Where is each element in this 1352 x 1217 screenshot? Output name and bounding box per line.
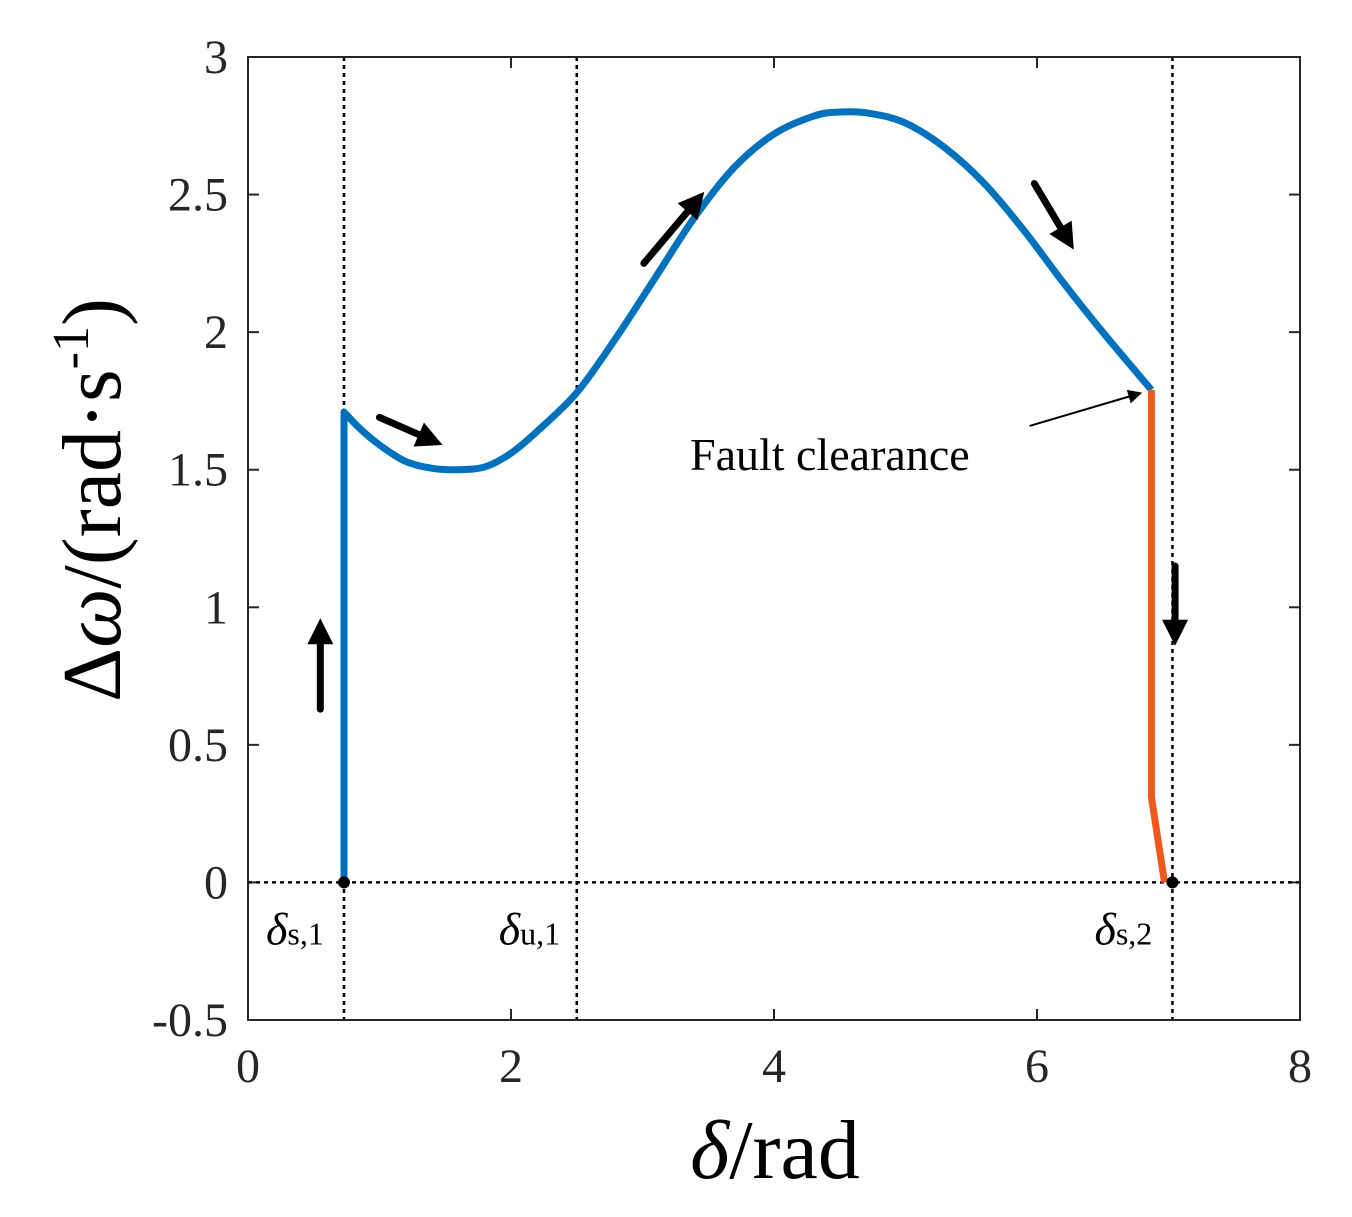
ref-line-label: δu,1 <box>499 903 560 954</box>
x-axis-title-delta: δ <box>690 1104 731 1197</box>
ref-line-label-symbol: δ <box>266 903 288 954</box>
y-axis-title-superscript: -1 <box>43 326 100 369</box>
axes-box <box>247 56 1301 1021</box>
y-axis-title-suffix: ) <box>46 298 139 326</box>
direction-arrow-head <box>1049 220 1074 250</box>
fault-on-trajectory <box>340 108 1155 883</box>
y-tick-label: 2 <box>204 306 228 359</box>
y-tick-label: 2.5 <box>168 169 228 222</box>
annotation-arrow-head <box>1126 389 1143 404</box>
direction-arrows <box>307 180 1189 713</box>
direction-arrow-head <box>307 618 334 645</box>
direction-arrow-shaft <box>376 413 423 439</box>
y-tick-label: -0.5 <box>152 994 228 1047</box>
y-tick-label: 0.5 <box>168 719 228 772</box>
equilibrium-marker <box>1166 876 1179 889</box>
y-axis-title-body: /(rad·s <box>46 369 139 588</box>
markers <box>337 876 1179 889</box>
x-axis-title: δ/rad <box>690 1104 860 1197</box>
ref-line-label-symbol: δ <box>1094 903 1116 954</box>
direction-arrow-shaft <box>1030 180 1064 231</box>
x-tick-label: 0 <box>236 1040 260 1093</box>
direction-arrow-head <box>677 191 705 221</box>
fault-clearance-annotation: Fault clearance <box>690 429 970 480</box>
ref-line-label: δs,1 <box>266 903 324 954</box>
ticks-layer <box>247 56 1301 1021</box>
y-tick-label: 1 <box>204 581 228 634</box>
y-tick-label: 0 <box>204 856 228 909</box>
ref-line-label-subscript: u,1 <box>520 915 560 951</box>
ref-line-label-subscript: s,1 <box>287 915 323 951</box>
equilibrium-marker <box>337 876 350 889</box>
reference-lines <box>248 57 1300 1020</box>
y-tick-label: 3 <box>204 31 228 84</box>
direction-arrow-head <box>1162 619 1189 646</box>
ref-line-label-symbol: δ <box>499 903 521 954</box>
series-layer <box>340 108 1169 883</box>
y-axis-title-omega: ω <box>46 589 139 648</box>
annotation-arrow-shaft <box>1029 395 1130 427</box>
x-tick-label: 4 <box>762 1040 786 1093</box>
x-tick-label: 6 <box>1025 1040 1049 1093</box>
direction-arrow-shaft <box>640 208 692 267</box>
y-tick-label: 1.5 <box>168 444 228 497</box>
ref-line-label: δs,2 <box>1094 903 1152 954</box>
x-axis-title-body: /rad <box>729 1104 860 1197</box>
x-tick-label: 8 <box>1288 1040 1312 1093</box>
y-axis-title-prefix: Δ <box>46 648 139 702</box>
post-fault-trajectory <box>1147 389 1169 883</box>
x-tick-label: 2 <box>499 1040 523 1093</box>
y-axis-title: Δω/(rad·s-1) <box>43 298 139 702</box>
ref-line-label-subscript: s,2 <box>1116 915 1152 951</box>
direction-arrow-head <box>413 422 443 447</box>
